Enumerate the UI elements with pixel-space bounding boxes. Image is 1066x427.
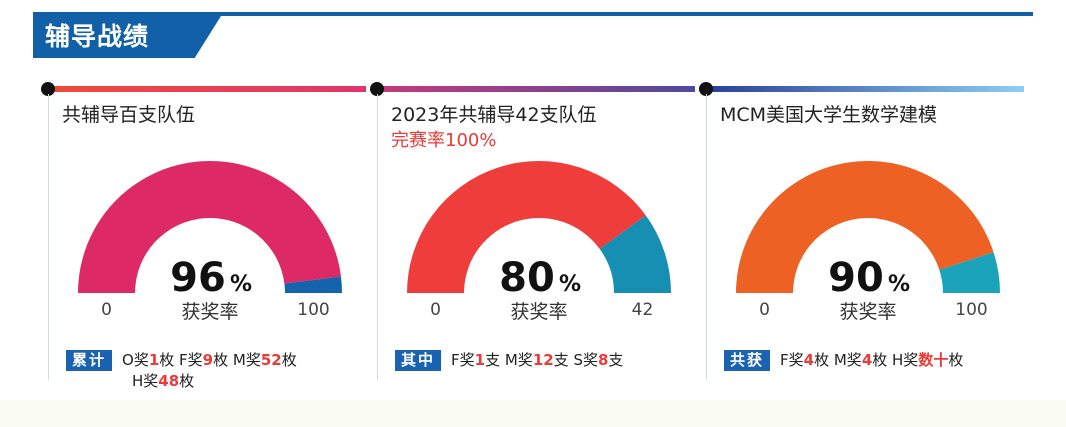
gauge-chart: 90 % 获奖率 0 100 — [736, 161, 1000, 323]
panel-footer: 其中 F奖1支 M奖12支 S奖8支 — [395, 350, 695, 371]
gauge-max-label: 42 — [632, 300, 654, 320]
footer-text-part: 支 S奖 — [553, 351, 598, 369]
gauge-unit: % — [230, 272, 252, 297]
footer-text-part: 枚 — [179, 372, 195, 390]
panel-side-line — [377, 94, 378, 380]
footer-highlight: 9 — [202, 351, 214, 369]
gauge-panel-2: 2023年共辅导42支队伍 完赛率100% 80% 获奖率 0 42 其中 F奖1支 M… — [370, 80, 695, 380]
section-title: 辅导战绩 — [33, 16, 221, 58]
panel-side-line — [706, 94, 707, 380]
panel-top-bar — [377, 86, 695, 92]
footer-line-1: 共获 F奖4枚 M奖4枚 H奖数十枚 — [724, 350, 1024, 371]
footer-highlight: 1 — [474, 351, 486, 369]
gauge-unit: % — [888, 272, 910, 297]
footer-highlight: 12 — [532, 351, 554, 369]
footer-highlight: 52 — [260, 351, 282, 369]
footer-highlight: 48 — [158, 372, 180, 390]
gauge-chart: 80 % 获奖率 0 42 — [407, 161, 671, 323]
footer-text-part: 枚 — [281, 351, 297, 369]
footer-line-2: H奖48枚 — [66, 371, 366, 391]
footer-text-part: 支 — [608, 351, 624, 369]
panel-footer: 累计 O奖1枚 F奖9枚 M奖52枚 H奖48枚 — [66, 350, 366, 391]
footer-text: O奖1枚 F奖9枚 M奖52枚 — [122, 351, 297, 369]
footer-text-part: F奖 — [451, 351, 475, 369]
footer-highlight: 数十 — [918, 351, 949, 369]
gauge-arc-remainder — [284, 276, 342, 293]
gauge-chart: 96 % 获奖率 0 100 — [78, 160, 342, 323]
header-rule — [33, 12, 1033, 16]
footer-text-part: H奖 — [132, 372, 159, 390]
footer-text-part: 枚 — [948, 351, 964, 369]
footer-text-part: 枚 M奖 — [213, 351, 261, 369]
footer-badge: 累计 — [66, 350, 113, 371]
gauge-value: 90 — [828, 255, 884, 301]
footer-text-part: 枚 M奖 — [814, 351, 862, 369]
gauge-max-label: 100 — [297, 300, 329, 320]
footer-badge: 共获 — [724, 350, 771, 371]
panel-title: MCM美国大学生数学建模 — [720, 104, 938, 126]
gauge-value: 80 — [499, 255, 555, 301]
footer-text-2: H奖48枚 — [132, 372, 194, 390]
gauge-caption: 获奖率 — [181, 301, 238, 323]
footer-highlight: 1 — [148, 351, 160, 369]
gauge-arc-remainder — [939, 252, 1000, 293]
footer-highlight: 4 — [803, 351, 815, 369]
footer-text: F奖1支 M奖12支 S奖8支 — [451, 351, 623, 369]
footer-text: F奖4枚 M奖4枚 H奖数十枚 — [780, 351, 963, 369]
gauge-arc-value — [78, 160, 341, 293]
panel-top-bar — [48, 86, 366, 92]
footer-text-part: 支 M奖 — [485, 351, 533, 369]
panel-top-bar — [706, 86, 1024, 92]
section-header: 辅导战绩 — [33, 12, 1033, 58]
gauge-max-label: 100 — [955, 300, 987, 320]
gauge-panel-3: MCM美国大学生数学建模 90% 获奖率 0 100 共获 F奖4枚 M奖4枚 H奖数十… — [699, 80, 1024, 380]
footer-text-part: 枚 H奖 — [872, 351, 919, 369]
footer-text-part: O奖 — [122, 351, 149, 369]
panel-footer: 共获 F奖4枚 M奖4枚 H奖数十枚 — [724, 350, 1024, 371]
panel-subtitle: 完赛率100% — [391, 130, 497, 151]
gauge-panel-1: 共辅导百支队伍 96% 获奖率 0 100 累计 O奖1枚 F奖9枚 M奖52枚 H奖4… — [41, 80, 366, 390]
gauge-min-label: 0 — [101, 300, 112, 320]
gauge-arc-value — [407, 161, 646, 293]
panel-side-line — [48, 94, 49, 380]
gauge-min-label: 0 — [759, 300, 770, 320]
footer-highlight: 8 — [597, 351, 609, 369]
bottom-band — [0, 400, 1066, 427]
footer-highlight: 4 — [861, 351, 873, 369]
gauge-value: 96 — [170, 255, 226, 301]
gauge-min-label: 0 — [430, 300, 441, 320]
panel-title: 共辅导百支队伍 — [62, 104, 196, 126]
gauge-arc-remainder — [599, 215, 671, 293]
panel-dot — [370, 82, 384, 96]
footer-badge: 其中 — [395, 350, 442, 371]
footer-text-part: F奖 — [780, 351, 804, 369]
gauge-caption: 获奖率 — [839, 301, 896, 323]
footer-line-1: 其中 F奖1支 M奖12支 S奖8支 — [395, 350, 695, 371]
panel-dot — [41, 82, 55, 96]
panel-dot — [699, 82, 713, 96]
footer-line-1: 累计 O奖1枚 F奖9枚 M奖52枚 — [66, 350, 366, 371]
footer-text-part: 枚 F奖 — [159, 351, 203, 369]
gauge-caption: 获奖率 — [510, 301, 567, 323]
gauge-unit: % — [559, 272, 581, 297]
gauge-arc-value — [736, 161, 994, 293]
panel-title: 2023年共辅导42支队伍 — [391, 104, 597, 126]
